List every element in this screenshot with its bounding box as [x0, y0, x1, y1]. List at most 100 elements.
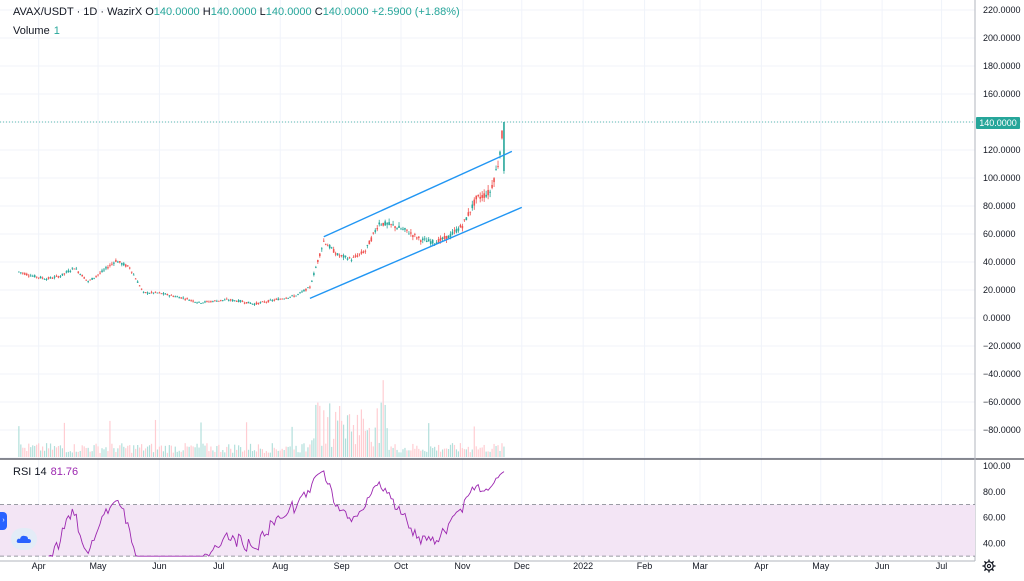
- main-pane[interactable]: [0, 0, 975, 458]
- volume-bar: [69, 451, 71, 457]
- volume-bar: [247, 449, 250, 457]
- candle-body: [463, 219, 466, 221]
- candle-body: [71, 267, 74, 269]
- candle-body: [109, 264, 111, 266]
- volume-bar: [121, 443, 123, 457]
- volume-bar: [438, 444, 440, 457]
- volume-bar: [238, 445, 240, 457]
- volume-bar: [483, 444, 485, 457]
- candle-body: [243, 302, 246, 304]
- time-tick-label: May: [90, 561, 108, 571]
- volume-bar: [259, 448, 262, 457]
- volume-bar: [313, 438, 315, 457]
- candle-body: [162, 293, 165, 295]
- volume-bar: [414, 448, 416, 457]
- candle-body: [412, 235, 414, 237]
- candle-body: [299, 292, 301, 294]
- candle-body: [134, 278, 137, 280]
- candle-body: [471, 204, 474, 209]
- candle-body: [451, 231, 454, 235]
- volume-bar: [93, 445, 95, 457]
- volume-bar: [253, 450, 256, 457]
- candle-body: [194, 301, 196, 303]
- candle-body: [152, 292, 155, 294]
- symbol-title[interactable]: AVAX/USDT · 1D · WazirX: [13, 6, 143, 18]
- candle-body: [170, 294, 173, 296]
- volume-value: 1: [53, 25, 60, 37]
- candle-body: [479, 196, 481, 199]
- volume-bar: [344, 438, 347, 457]
- volume-bar: [234, 444, 236, 457]
- candle-body: [382, 222, 384, 226]
- volume-bar: [309, 444, 311, 457]
- channel-upper-line[interactable]: [323, 150, 513, 238]
- volume-bar: [208, 451, 210, 457]
- volume-bar: [18, 426, 20, 457]
- candle-body: [360, 251, 363, 254]
- volume-bar: [26, 450, 28, 457]
- volume-bar: [152, 452, 155, 457]
- gear-icon[interactable]: [982, 559, 996, 573]
- chevron-right-icon[interactable]: ›: [0, 512, 7, 530]
- volume-bar: [249, 443, 252, 457]
- volume-bar: [331, 446, 333, 457]
- volume-bar: [426, 451, 428, 457]
- volume-bar: [388, 449, 390, 457]
- volume-bar: [255, 451, 258, 457]
- volume-bar: [285, 446, 287, 457]
- candle-body: [467, 212, 470, 216]
- candle-body: [45, 279, 48, 280]
- volume-bar: [214, 451, 216, 457]
- candle-body: [418, 236, 420, 238]
- candle-body: [311, 281, 313, 283]
- candle-body: [81, 274, 84, 277]
- candle-body: [340, 255, 343, 256]
- volume-bar: [95, 443, 97, 457]
- channel-lower-line[interactable]: [309, 206, 523, 300]
- time-tick-label: Jun: [152, 561, 167, 571]
- volume-bar: [154, 419, 157, 457]
- time-tick-label: May: [812, 561, 830, 571]
- price-tick-label: 220.0000: [983, 5, 1021, 15]
- volume-bar: [105, 447, 107, 457]
- volume-bar: [137, 445, 139, 457]
- volume-legend[interactable]: Volume 1: [13, 25, 60, 37]
- volume-bar: [182, 450, 184, 457]
- volume-bar: [123, 446, 125, 457]
- volume-bar: [267, 452, 269, 457]
- volume-bar: [277, 450, 279, 457]
- candle-body: [293, 295, 295, 297]
- rsi-band: [0, 504, 975, 557]
- volume-bar: [178, 450, 180, 457]
- candle-body: [138, 285, 141, 287]
- time-tick-label: Nov: [454, 561, 471, 571]
- candle-body: [483, 193, 485, 198]
- candle-body: [499, 151, 501, 155]
- volume-bar: [194, 447, 196, 457]
- volume-bar: [85, 448, 87, 457]
- candle-body: [24, 273, 26, 275]
- volume-bar: [503, 446, 505, 457]
- price-tick-label: 180.0000: [983, 61, 1021, 71]
- volume-bar: [293, 449, 295, 457]
- candle-body: [154, 291, 157, 293]
- candle-body: [414, 234, 416, 235]
- candle-body: [128, 267, 131, 269]
- candle-body: [487, 189, 489, 196]
- candle-body: [368, 240, 371, 245]
- volume-bar: [170, 445, 172, 457]
- candle-body: [174, 296, 177, 298]
- candle-body: [332, 249, 335, 253]
- volume-bar: [329, 403, 331, 457]
- rsi-legend[interactable]: RSI 14 81.76: [13, 466, 78, 478]
- tradingview-cloud-icon[interactable]: [11, 528, 37, 550]
- volume-bar: [281, 448, 283, 457]
- volume-bar: [436, 450, 438, 457]
- volume-bar: [263, 452, 265, 457]
- candle-body: [455, 229, 458, 233]
- candle-body: [344, 255, 347, 257]
- price-tick-label: 100.0000: [983, 173, 1021, 183]
- candle-body: [229, 299, 232, 301]
